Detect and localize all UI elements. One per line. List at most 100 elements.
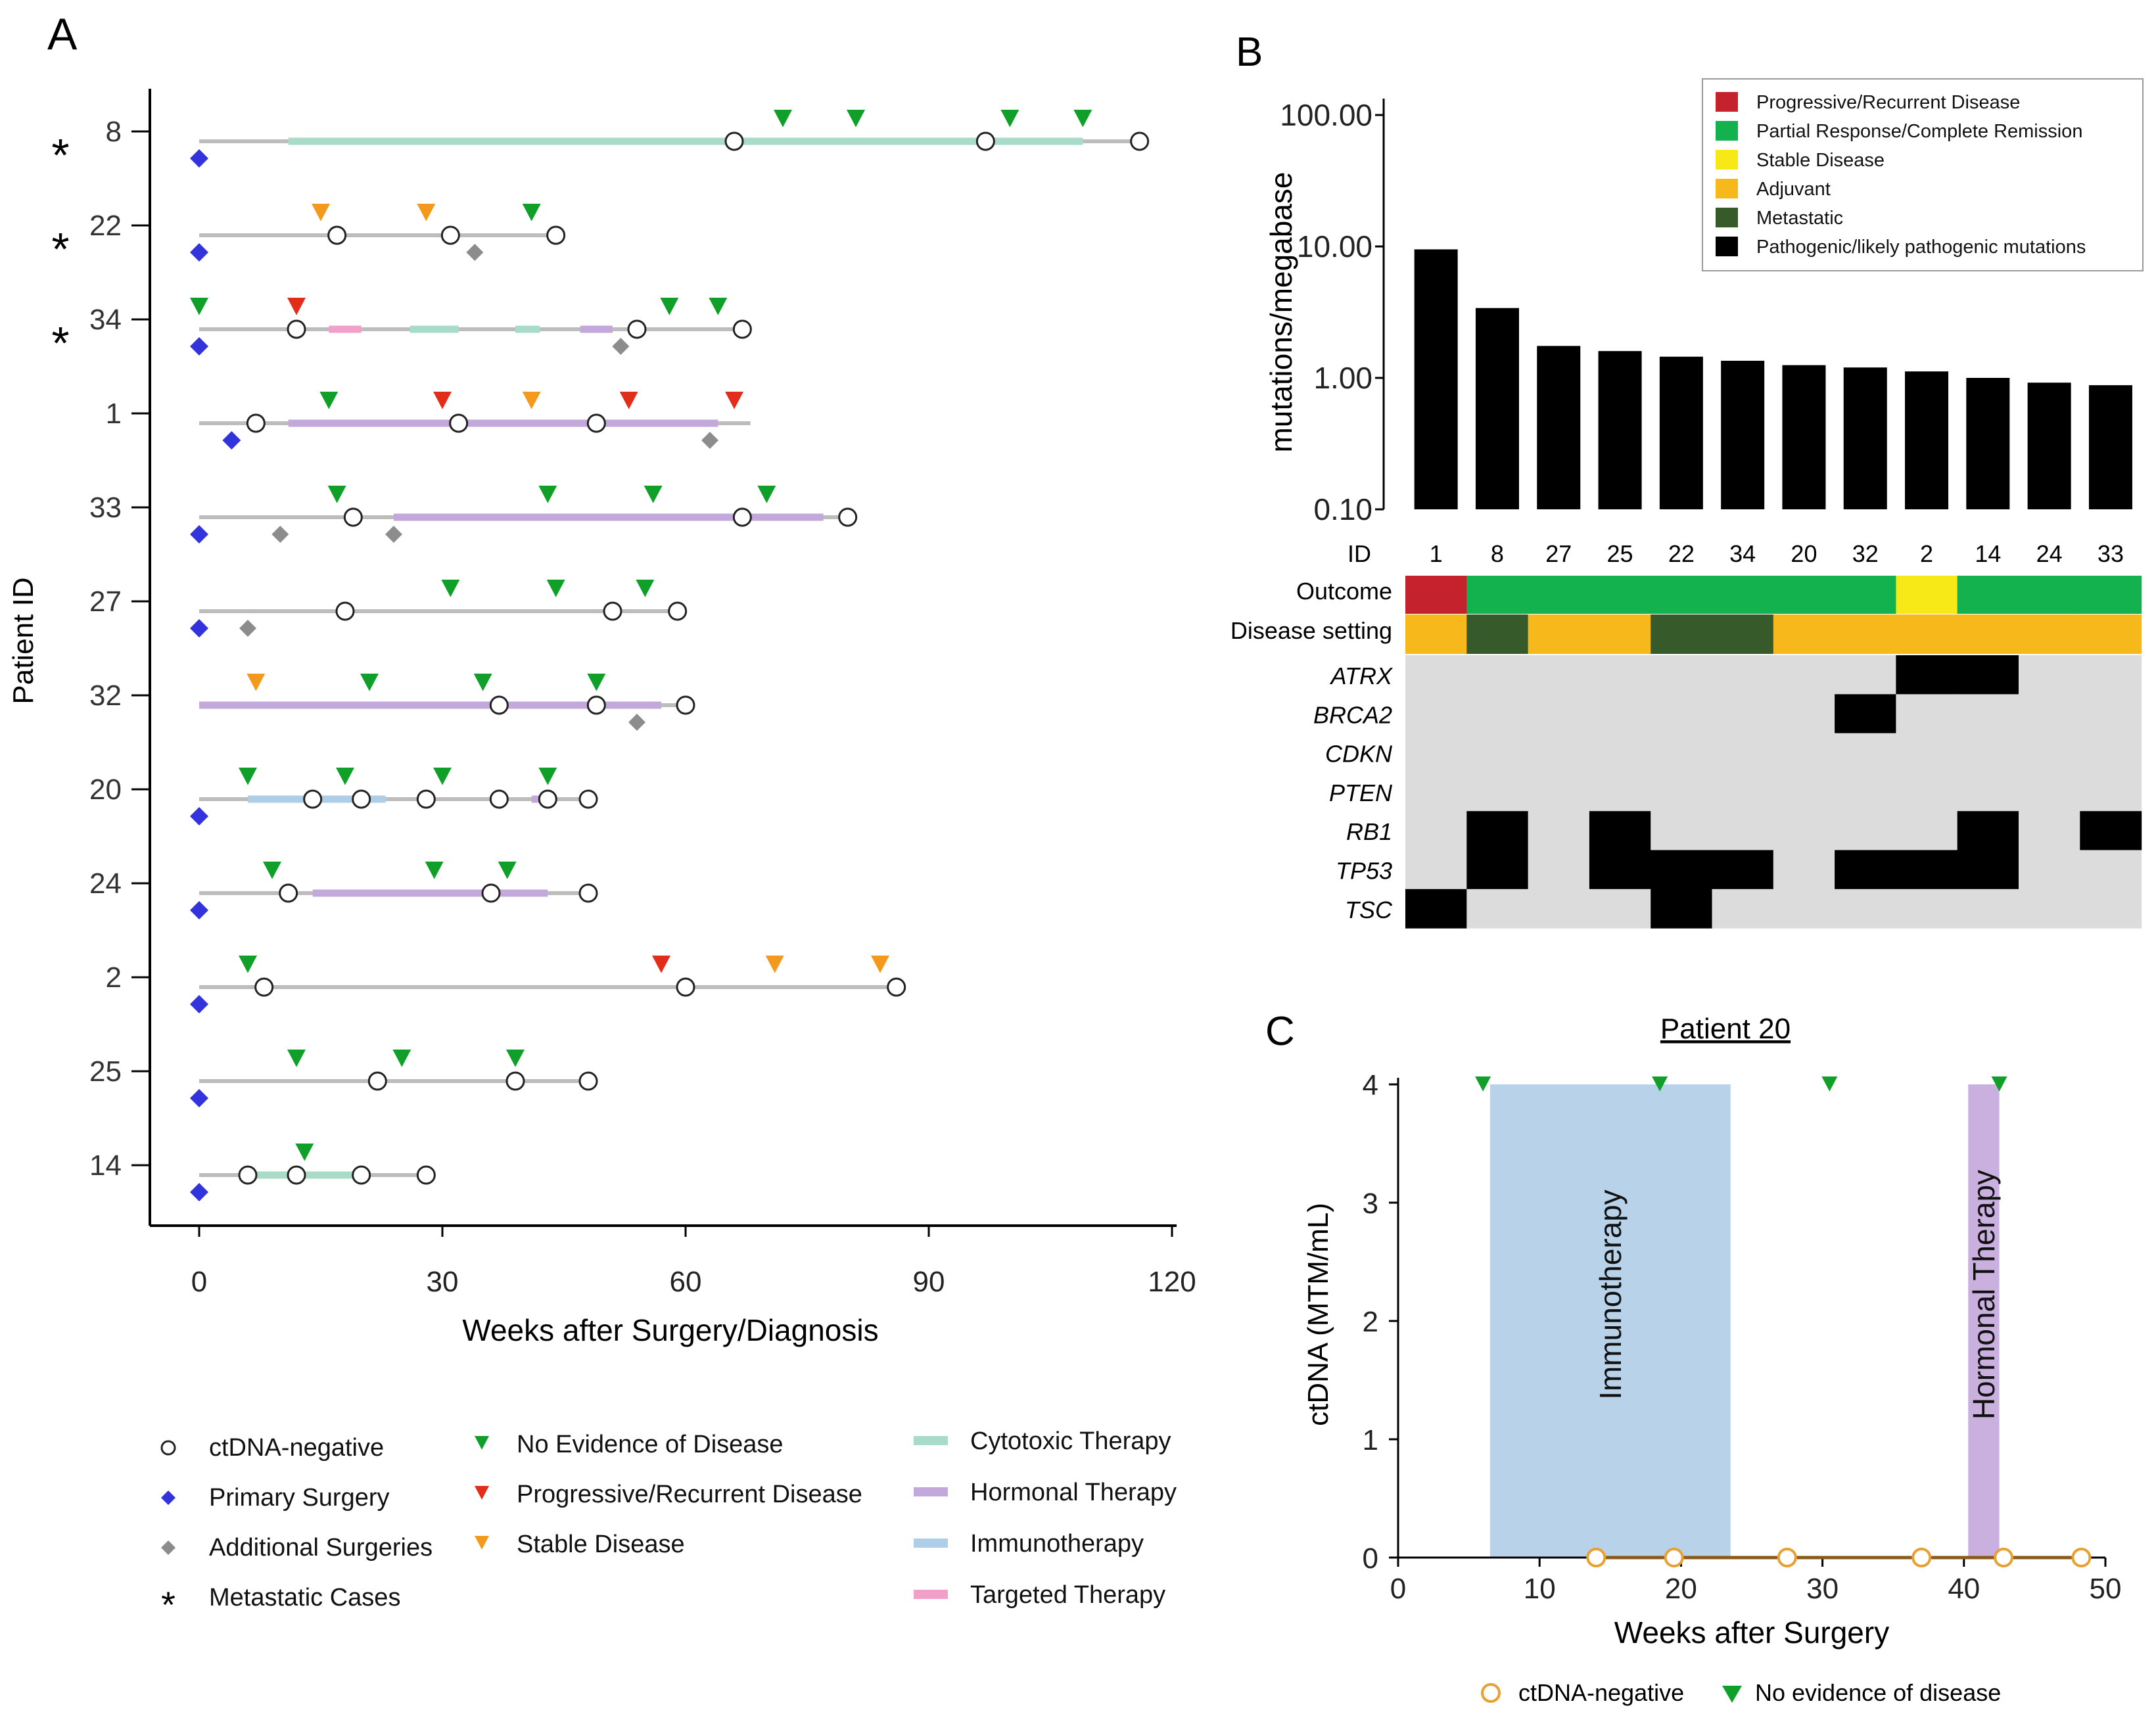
ctdna-negative-marker <box>627 319 647 339</box>
ctdna-negative-marker <box>287 1165 306 1185</box>
setting-cell <box>2080 614 2142 654</box>
ctdna-negative-marker <box>287 319 306 339</box>
mutation-cell <box>1528 850 1590 890</box>
legend-label: Additional Surgeries <box>209 1534 433 1562</box>
panel-b-id-labels: 1 8 27 25 22 34 20 32 2 14 24 33 <box>1430 540 2124 567</box>
ned-marker <box>644 486 663 503</box>
ned-marker <box>287 1050 306 1067</box>
tmb-bar <box>1598 351 1642 509</box>
additional-surgery-marker <box>271 526 289 543</box>
panel-b-ylabel: mutations/megabase <box>1264 172 1298 452</box>
ned-marker <box>263 862 281 879</box>
tmb-bar <box>1659 356 1703 509</box>
ned-marker <box>360 674 379 691</box>
mutation-cell <box>1405 772 1467 812</box>
ctdna-negative-marker <box>416 789 436 809</box>
mutation-cell <box>1651 889 1713 929</box>
sample-id-label: 33 <box>2097 540 2124 567</box>
mutation-cell <box>1896 694 1958 734</box>
panel-b-legend: Progressive/Recurrent Disease Partial Res… <box>1702 78 2144 271</box>
ctdna-negative-marker <box>676 695 695 715</box>
ctdna-negative-marker <box>1130 131 1150 151</box>
mutation-cell <box>1405 655 1467 695</box>
ctdna-negative-marker <box>676 977 695 997</box>
setting-cell <box>1712 614 1774 654</box>
primary-surgery-marker <box>190 619 208 637</box>
legend-ned-symbol <box>475 1436 489 1450</box>
stable-marker <box>765 956 784 973</box>
ctdna-negative-marker <box>254 977 274 997</box>
ctdna-negative-marker <box>303 789 323 809</box>
outcome-cell <box>1773 576 1835 614</box>
mutation-cell <box>1651 655 1713 695</box>
progressive-marker <box>619 392 638 409</box>
ctdna-negative-marker <box>505 1071 525 1091</box>
panel-c: C Patient 20 ctDNA (MTM/mL) Weeks after … <box>1265 1009 2121 1706</box>
mutation-cell <box>2019 655 2080 695</box>
mutation-cell <box>1712 850 1774 890</box>
ned-marker <box>319 392 339 409</box>
ned-marker <box>498 862 517 879</box>
patient-row: 32 <box>89 674 695 731</box>
outcome-cell <box>1405 576 1467 614</box>
b-legend-swatch <box>1716 208 1738 227</box>
stable-marker <box>871 956 889 973</box>
c-x-tick-label: 10 <box>1524 1573 1556 1605</box>
sample-id-label: 24 <box>2036 540 2063 567</box>
primary-surgery-marker <box>190 337 208 356</box>
ctdna-negative-marker <box>586 413 606 433</box>
legend-label: No Evidence of Disease <box>517 1431 784 1458</box>
b-legend-label: Partial Response/Complete Remission <box>1756 121 2082 142</box>
b-legend-swatch <box>1716 121 1738 141</box>
ctdna-negative-marker <box>732 319 752 339</box>
panel-a: A Patient ID Weeks after Surgery/Diagnos… <box>7 9 1196 1625</box>
mutation-cell <box>1957 694 2019 734</box>
tmb-bar <box>1905 371 1949 509</box>
b-legend-label: Stable Disease <box>1756 150 1885 171</box>
tmb-bar <box>1414 249 1458 509</box>
legend-stable-symbol <box>475 1536 489 1550</box>
ned-marker <box>847 110 865 127</box>
primary-surgery-marker <box>190 1183 208 1201</box>
immuno-therapy-band <box>1489 1084 1731 1558</box>
mutation-cell <box>1405 850 1467 890</box>
a-x-tick-label: 90 <box>913 1266 945 1298</box>
mutation-cell <box>1957 811 2019 851</box>
legend-label: Primary Surgery <box>209 1484 390 1512</box>
patient-row: * 22 <box>51 204 566 275</box>
mutation-cell <box>1466 889 1529 929</box>
mutation-cell <box>1589 889 1651 929</box>
mutation-cell <box>1835 772 1896 812</box>
mutation-cell <box>1957 733 2019 773</box>
stable-marker <box>312 204 330 221</box>
ctdna-negative-marker <box>578 883 598 903</box>
gene-label: PTEN <box>1329 779 1393 806</box>
patient-row: 27 <box>89 580 688 637</box>
mutation-cell <box>1405 889 1467 929</box>
mutation-cell <box>2019 772 2080 812</box>
mutation-cell <box>1712 655 1774 695</box>
progressive-marker <box>287 298 306 315</box>
legend-label: Cytotoxic Therapy <box>970 1427 1171 1455</box>
mutation-cell <box>2019 811 2080 851</box>
mutation-cell <box>2019 889 2080 929</box>
progressive-marker <box>725 392 743 409</box>
outcome-cell <box>1835 576 1896 614</box>
panel-b-y-ticks: 100.00 10.00 1.00 0.10 <box>1280 98 1384 526</box>
mutation-cell <box>1589 811 1651 851</box>
mutation-cell <box>1466 733 1529 773</box>
mutation-cell <box>1896 811 1958 851</box>
mutation-cell <box>1466 811 1529 851</box>
ctdna-negative-marker <box>352 1165 371 1185</box>
mutation-cell <box>1466 850 1529 890</box>
setting-cell <box>1528 614 1590 654</box>
mutation-cell <box>1773 772 1835 812</box>
mutation-cell <box>1466 694 1529 734</box>
ctdna-negative-marker <box>546 225 566 245</box>
mutation-cell <box>1528 889 1590 929</box>
additional-surgery-marker <box>612 338 630 355</box>
sample-id-label: 34 <box>1729 540 1756 567</box>
setting-cell <box>1773 614 1835 654</box>
progressive-marker <box>652 956 670 973</box>
